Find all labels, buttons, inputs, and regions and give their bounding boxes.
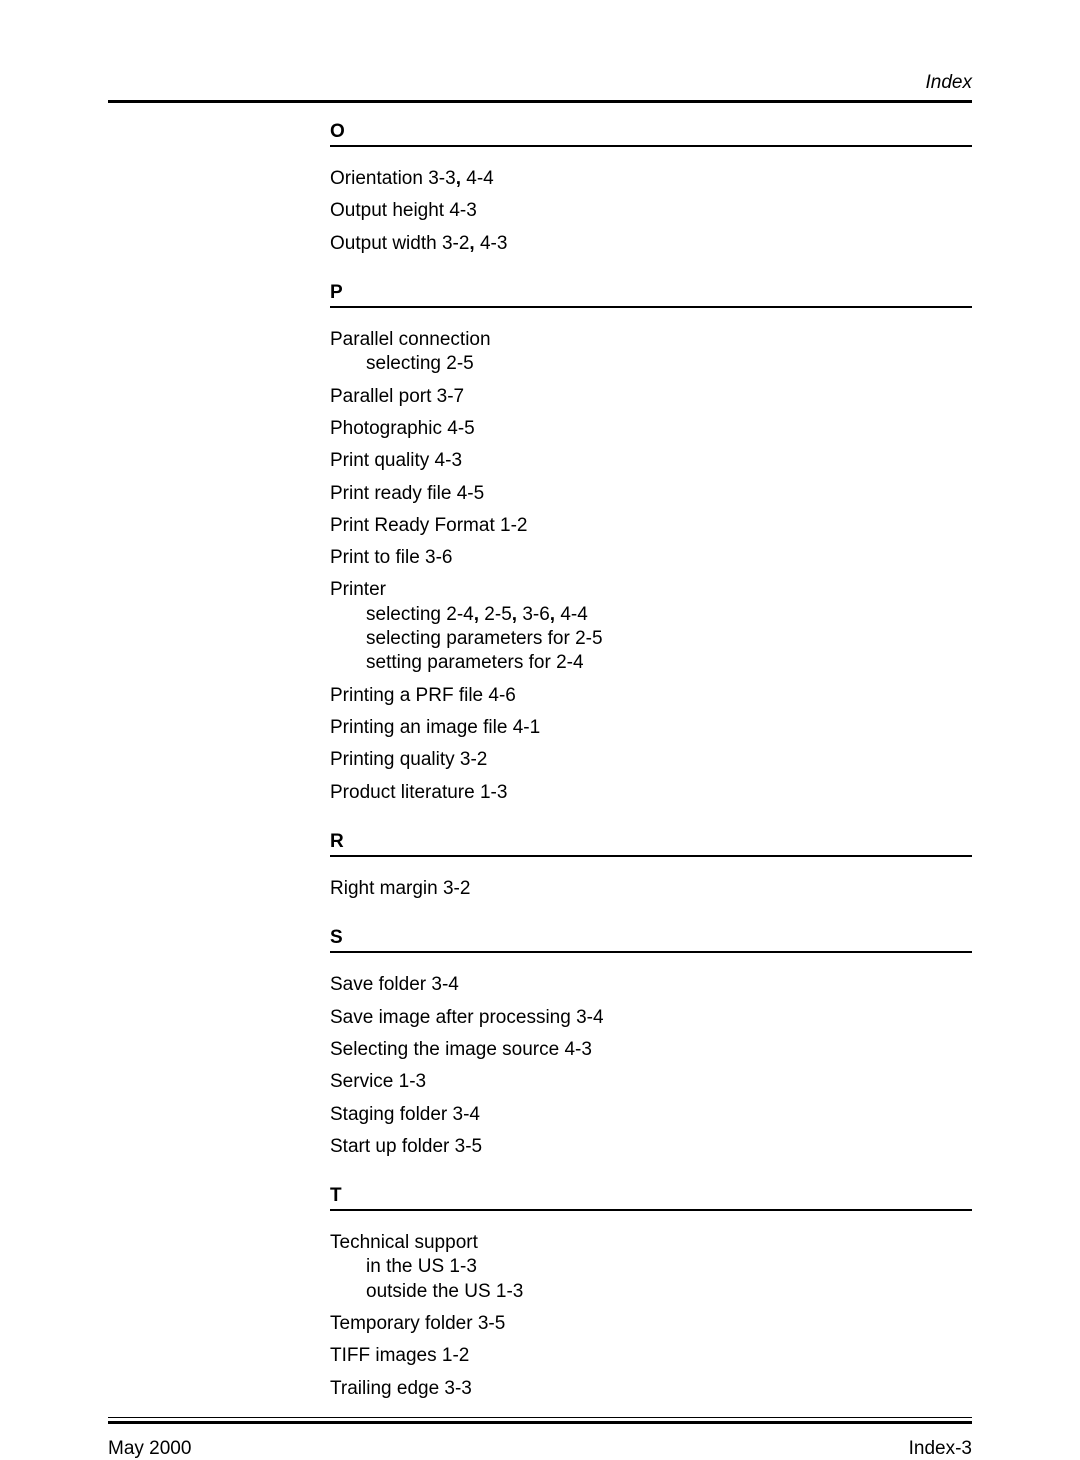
- index-entry-text: Print quality 4-3: [330, 450, 462, 471]
- index-entry-text: Print Ready Format 1-2: [330, 515, 527, 536]
- index-entry: Product literature 1-3: [330, 781, 972, 805]
- index-entry-text: Start up folder 3-5: [330, 1136, 482, 1157]
- index-entry: Printing a PRF file 4-6: [330, 684, 972, 708]
- index-entry: Print to file 3-6: [330, 546, 972, 570]
- index-entry: Print Ready Format 1-2: [330, 514, 972, 538]
- index-entry-text: Save folder 3-4: [330, 974, 459, 995]
- index-entry: Service 1-3: [330, 1070, 972, 1094]
- index-entry: Staging folder 3-4: [330, 1103, 972, 1127]
- index-entry-text: Print ready file 4-5: [330, 483, 484, 504]
- index-entry-text: Right margin 3-2: [330, 878, 470, 899]
- index-entry: Printing an image file 4-1: [330, 716, 972, 740]
- index-subentry: outside the US 1-3: [366, 1280, 972, 1304]
- index-entry: Output width 3-2, 4-3: [330, 232, 972, 256]
- index-entry: Output height 4-3: [330, 199, 972, 223]
- header-rule: [108, 100, 972, 103]
- index-entry: Printing quality 3-2: [330, 748, 972, 772]
- index-letter-heading: T: [330, 1185, 972, 1211]
- index-entry: Technical supportin the US 1-3outside th…: [330, 1231, 972, 1304]
- index-entry: Printer selecting 2-4, 2-5, 3-6, 4-4selec…: [330, 578, 972, 675]
- index-entry-text: Printing a PRF file 4-6: [330, 685, 516, 706]
- page: Index O Orientation 3-3, 4-4 Output height…: [0, 0, 1080, 1397]
- index-entry-text: Selecting the image source 4-3: [330, 1039, 592, 1060]
- index-entry: Print ready file 4-5: [330, 482, 972, 506]
- index-content: O Orientation 3-3, 4-4 Output height 4-3 Ou…: [330, 121, 972, 1417]
- index-entry-text: Trailing edge 3-3: [330, 1378, 472, 1399]
- index-entry: Right margin 3-2: [330, 877, 972, 901]
- index-entry-text: Staging folder 3-4: [330, 1104, 480, 1125]
- index-entry-text: Printing an image file 4-1: [330, 717, 540, 738]
- index-subentry: selecting 2-4, 2-5, 3-6, 4-4: [366, 603, 972, 627]
- index-entry-text: TIFF images 1-2: [330, 1345, 469, 1366]
- index-entry-text: Orientation 3-3, 4-4: [330, 168, 494, 189]
- index-entry-text: Product literature 1-3: [330, 782, 507, 803]
- index-entry-text: Temporary folder 3-5: [330, 1313, 505, 1334]
- index-entry-text: Parallel port 3-7: [330, 386, 464, 407]
- index-subentry: in the US 1-3: [366, 1255, 972, 1279]
- index-entry: Parallel connectionselecting 2-5: [330, 328, 972, 377]
- index-entry-text: Output width 3-2, 4-3: [330, 233, 507, 254]
- index-entry-text: Service 1-3: [330, 1071, 426, 1092]
- index-entry-text: Technical support: [330, 1232, 478, 1253]
- index-entry: Save folder 3-4: [330, 973, 972, 997]
- index-entry: Parallel port 3-7: [330, 385, 972, 409]
- index-entry: Start up folder 3-5: [330, 1135, 972, 1159]
- index-subentry: selecting 2-5: [366, 352, 972, 376]
- index-entry: Save image after processing 3-4: [330, 1006, 972, 1030]
- index-letter-heading: O: [330, 121, 972, 147]
- index-letter-heading: S: [330, 927, 972, 953]
- running-header: Index: [108, 72, 972, 94]
- index-entry: Trailing edge 3-3: [330, 1377, 972, 1401]
- page-footer: May 2000 Index-3: [108, 1438, 972, 1460]
- index-entry: Photographic 4-5: [330, 417, 972, 441]
- index-entry: Temporary folder 3-5: [330, 1312, 972, 1336]
- index-subentry: selecting parameters for 2-5: [366, 627, 972, 651]
- index-entry: Selecting the image source 4-3: [330, 1038, 972, 1062]
- index-entry-text: Printing quality 3-2: [330, 749, 487, 770]
- index-entry: Print quality 4-3: [330, 449, 972, 473]
- footer-rule: [108, 1417, 972, 1424]
- index-entry-text: Save image after processing 3-4: [330, 1007, 604, 1028]
- index-entry-text: Output height 4-3: [330, 200, 477, 221]
- index-entry: TIFF images 1-2: [330, 1344, 972, 1368]
- index-entry-text: Parallel connection: [330, 329, 491, 350]
- index-entry-text: Photographic 4-5: [330, 418, 475, 439]
- index-subentry: setting parameters for 2-4: [366, 651, 972, 675]
- index-letter-heading: P: [330, 282, 972, 308]
- index-entry: Orientation 3-3, 4-4: [330, 167, 972, 191]
- index-entry-text: Printer: [330, 579, 386, 600]
- index-entry-text: Print to file 3-6: [330, 547, 453, 568]
- footer-date: May 2000: [108, 1438, 191, 1460]
- index-letter-heading: R: [330, 831, 972, 857]
- footer-page: Index-3: [909, 1438, 972, 1460]
